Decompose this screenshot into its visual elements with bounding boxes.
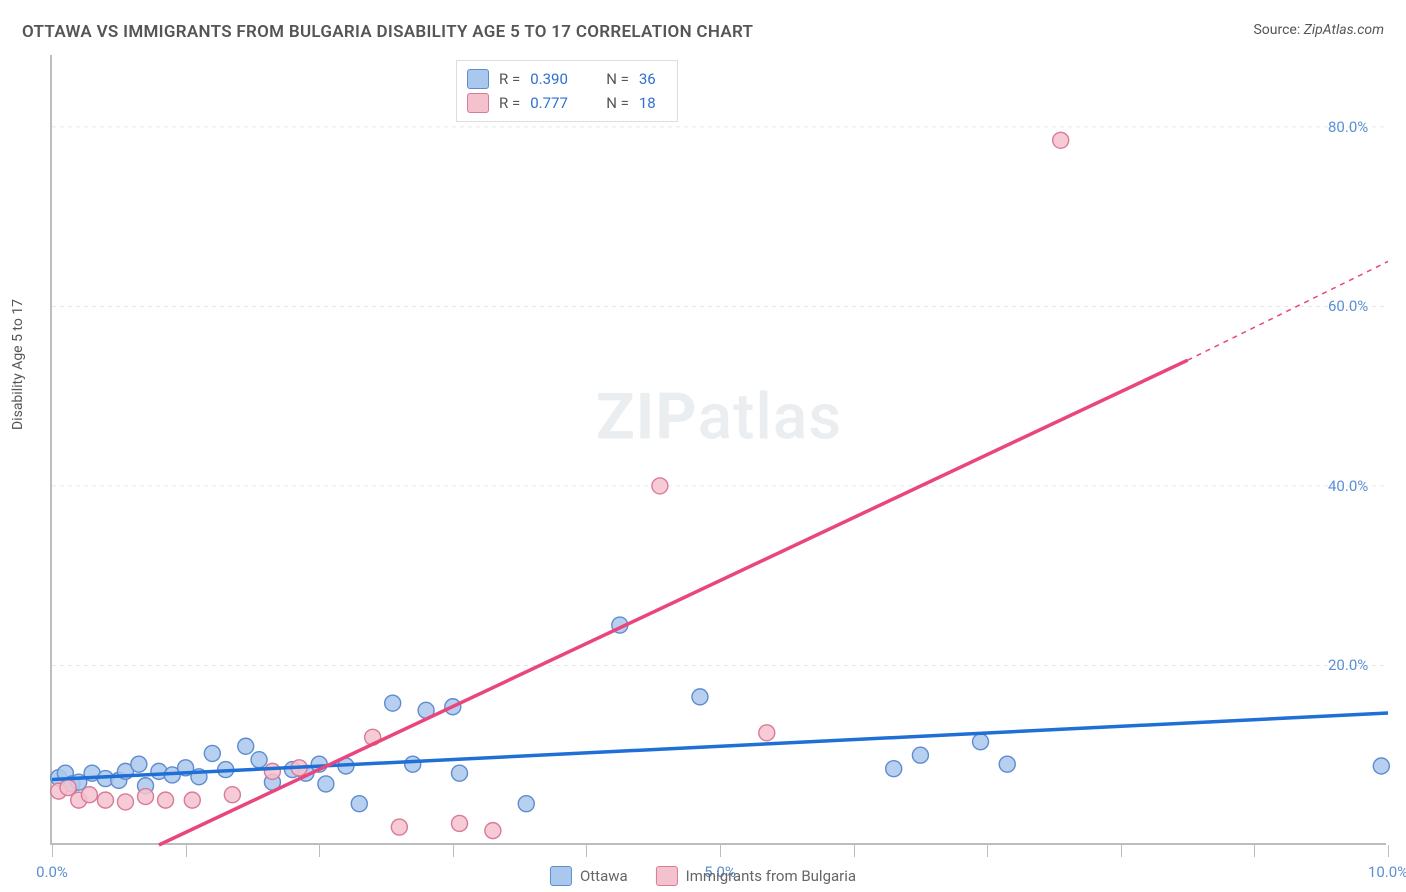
x-tick-mark	[1254, 845, 1255, 857]
legend-series: Ottawa Immigrants from Bulgaria	[550, 866, 856, 886]
y-axis-label: Disability Age 5 to 17	[10, 299, 26, 430]
legend-r-value: 0.390	[530, 70, 584, 88]
legend-swatch	[467, 93, 489, 113]
x-tick-label: 10.0%	[1368, 863, 1406, 881]
x-tick-mark	[1388, 845, 1389, 857]
x-tick-mark	[319, 845, 320, 857]
y-tick-label: 80.0%	[1328, 118, 1368, 136]
source-value: ZipAtlas.com	[1304, 22, 1384, 38]
chart-container: OTTAWA VS IMMIGRANTS FROM BULGARIA DISAB…	[0, 0, 1406, 892]
legend-row: R = 0.777 N = 18	[467, 91, 667, 115]
x-tick-mark	[987, 845, 988, 857]
legend-correlation-box: R = 0.390 N = 36 R = 0.777 N = 18	[456, 60, 678, 122]
x-tick-mark	[453, 845, 454, 857]
x-tick-mark	[186, 845, 187, 857]
legend-label: Ottawa	[580, 867, 628, 885]
x-tick-mark	[854, 845, 855, 857]
chart-title: OTTAWA VS IMMIGRANTS FROM BULGARIA DISAB…	[22, 22, 753, 42]
legend-swatch	[550, 866, 572, 886]
plot-area: ZIPatlas 20.0%40.0%60.0%80.0%0.0%5.0%10.…	[50, 55, 1386, 845]
legend-n-label: N =	[606, 94, 629, 112]
legend-row: R = 0.390 N = 36	[467, 67, 667, 91]
x-tick-mark	[720, 845, 721, 857]
legend-swatch	[467, 69, 489, 89]
x-tick-label: 0.0%	[36, 863, 68, 881]
legend-n-label: N =	[606, 70, 629, 88]
plot-svg	[52, 55, 1386, 843]
x-tick-mark	[586, 845, 587, 857]
legend-r-label: R =	[499, 70, 520, 88]
legend-label: Immigrants from Bulgaria	[686, 867, 856, 885]
source-label: Source:	[1253, 22, 1303, 38]
y-tick-label: 60.0%	[1328, 297, 1368, 315]
y-tick-label: 40.0%	[1328, 477, 1368, 495]
x-tick-mark	[1121, 845, 1122, 857]
legend-item: Immigrants from Bulgaria	[656, 866, 856, 886]
legend-r-label: R =	[499, 94, 520, 112]
legend-item: Ottawa	[550, 866, 628, 886]
source-credit: Source: ZipAtlas.com	[1253, 22, 1384, 38]
legend-n-value: 36	[639, 70, 667, 88]
legend-r-value: 0.777	[530, 94, 584, 112]
legend-swatch	[656, 866, 678, 886]
x-tick-mark	[52, 845, 53, 857]
y-tick-label: 20.0%	[1328, 656, 1368, 674]
legend-n-value: 18	[639, 94, 667, 112]
